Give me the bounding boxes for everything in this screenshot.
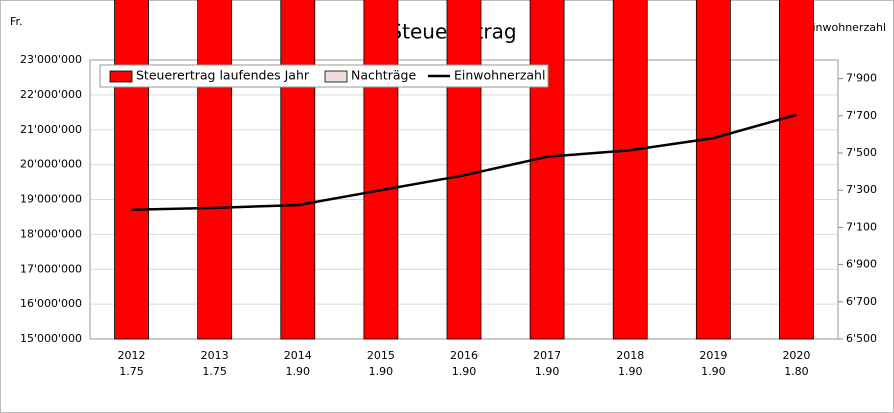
y2-axis-label: Einwohnerzahl (806, 21, 886, 34)
rate-label: 1.75 (202, 365, 227, 378)
bar (280, 0, 316, 340)
legend-box (99, 64, 549, 88)
rate-label: 1.75 (119, 365, 144, 378)
bar (446, 0, 482, 340)
bar (529, 0, 565, 340)
x-tick-label: 2020 (782, 349, 810, 362)
x-tick-label: 2012 (118, 349, 146, 362)
y-tick-label: 17'000'000 (20, 262, 82, 275)
y-tick-label: 18'000'000 (20, 227, 82, 240)
y-tick-label: 19'000'000 (20, 193, 82, 206)
y-tick-label: 22'000'000 (20, 88, 82, 101)
bar (779, 0, 814, 340)
bar (612, 0, 648, 340)
x-tick-label: 2016 (450, 349, 478, 362)
y2-tick-label: 6'500 (846, 332, 877, 345)
y-tick-label: 21'000'000 (20, 123, 82, 136)
y2-tick-label: 7'900 (846, 72, 877, 85)
y-tick-label: 15'000'000 (20, 332, 82, 345)
bar (114, 0, 149, 340)
line (131, 113, 797, 211)
legend-swatch (109, 70, 133, 83)
bar (363, 0, 399, 340)
x-tick-label: 2019 (699, 349, 727, 362)
x-tick-label: 2014 (284, 349, 312, 362)
y-tick-label: 16'000'000 (20, 297, 82, 310)
x-tick-label: 2015 (367, 349, 395, 362)
y2-tick-label: 7'700 (846, 109, 877, 122)
x-tick-label: 2018 (616, 349, 644, 362)
y2-tick-label: 7'500 (846, 146, 877, 159)
y-tick-label: 20'000'000 (20, 158, 82, 171)
rate-label: 1.90 (369, 365, 394, 378)
legend-label: Steuerertrag laufendes Jahr (136, 68, 310, 83)
x-tick-label: 2013 (201, 349, 229, 362)
y2-tick-label: 7'100 (846, 220, 877, 233)
rate-label: 1.80 (784, 365, 809, 378)
y-tick-label: 23'000'000 (20, 53, 82, 66)
legend: Steuerertrag laufendes Jahr Nachträge Einw… (99, 64, 549, 88)
bar (197, 0, 233, 340)
y2-tick-label: 6'900 (846, 258, 877, 271)
x-tick-label: 2017 (533, 349, 561, 362)
y2-tick-label: 6'700 (846, 295, 877, 308)
y-axis-label: Fr. (10, 15, 23, 28)
legend-label: Nachträge (351, 68, 416, 83)
bar (695, 0, 731, 340)
rate-label: 1.90 (618, 365, 643, 378)
rate-label: 1.90 (452, 365, 477, 378)
rate-label: 1.90 (286, 365, 311, 378)
legend-label: Einwohnerzahl (454, 68, 545, 83)
legend-swatch (324, 70, 348, 83)
rate-label: 1.90 (701, 365, 726, 378)
rate-label: 1.90 (535, 365, 560, 378)
y2-tick-label: 7'300 (846, 183, 877, 196)
